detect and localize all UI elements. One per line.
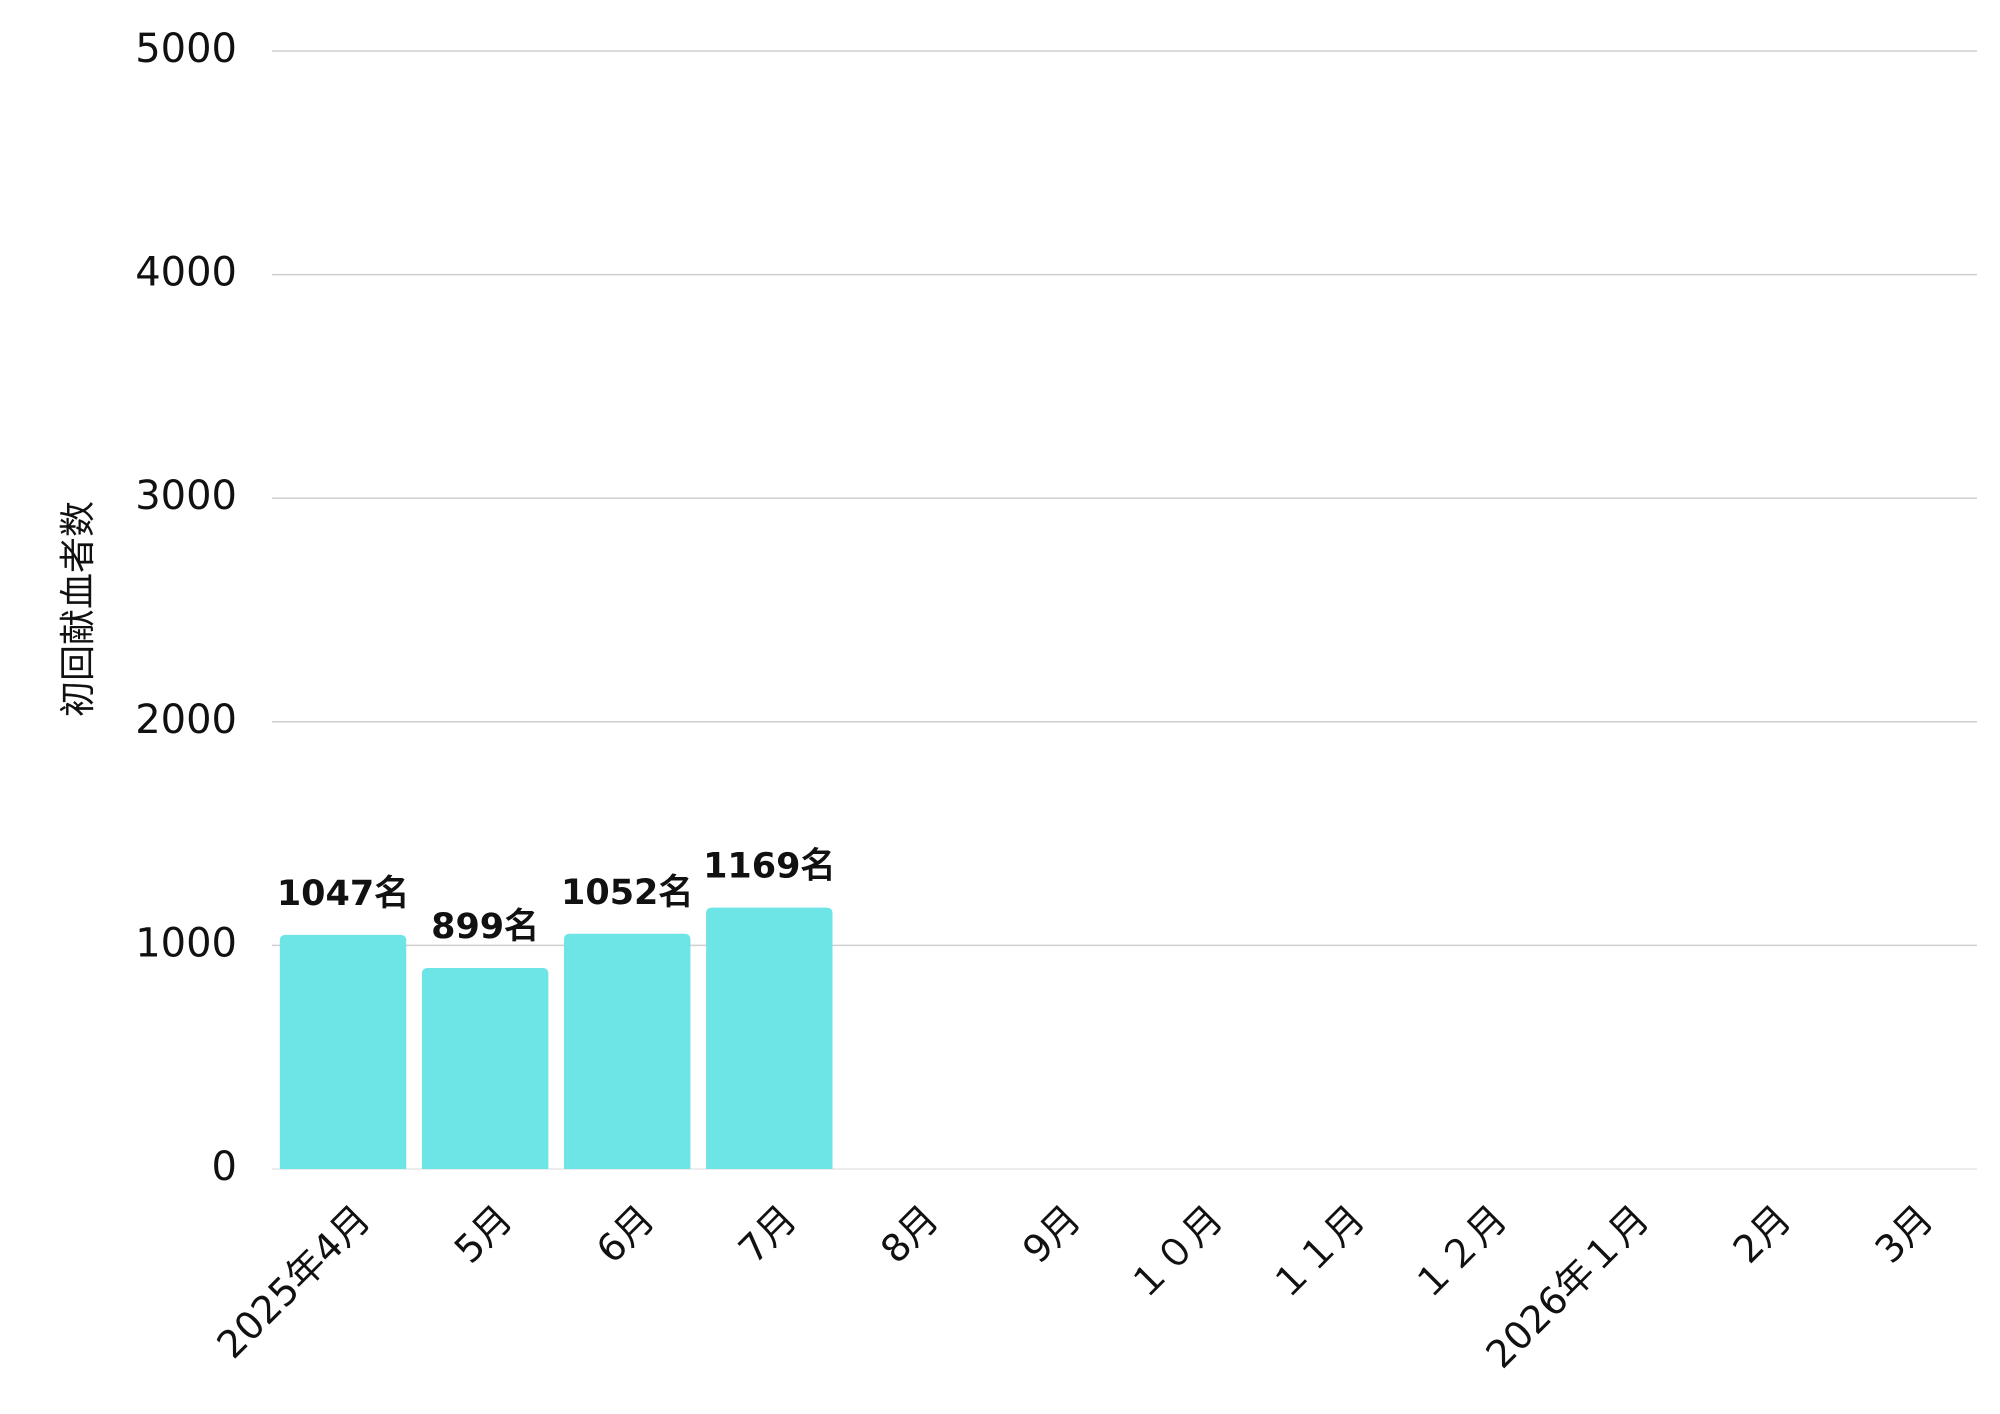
- bar: [421, 967, 549, 1169]
- bar: [279, 934, 407, 1169]
- x-tick-label: 8月: [872, 1197, 947, 1272]
- x-tick-label: 2025年4月: [208, 1197, 378, 1367]
- x-tick-label: 7月: [730, 1197, 805, 1272]
- y-axis-label: 初回献血者数: [58, 501, 99, 717]
- value-label: 1047名: [277, 874, 409, 914]
- bar: [706, 907, 833, 1169]
- y-tick-label: 1000: [135, 920, 237, 966]
- x-tick-label: 3月: [1867, 1197, 1942, 1272]
- x-tick-label: １０月: [1120, 1197, 1232, 1309]
- y-tick-label: 0: [212, 1144, 237, 1190]
- x-tick-label: 6月: [588, 1197, 663, 1272]
- value-label: 1169名: [703, 847, 835, 887]
- y-tick-label: 5000: [135, 26, 237, 72]
- x-tick-label: 2月: [1725, 1197, 1800, 1272]
- x-tick-label: １１月: [1262, 1197, 1374, 1309]
- x-tick-label: １２月: [1404, 1197, 1516, 1309]
- y-tick-label: 2000: [135, 697, 237, 743]
- y-tick-label: 4000: [135, 250, 237, 296]
- value-label: 1052名: [561, 873, 693, 913]
- x-tick-label: 5月: [446, 1197, 521, 1272]
- bar: [563, 933, 691, 1169]
- x-tick-label: 9月: [1014, 1197, 1089, 1272]
- value-label: 899名: [431, 907, 539, 947]
- y-tick-label: 3000: [135, 473, 237, 519]
